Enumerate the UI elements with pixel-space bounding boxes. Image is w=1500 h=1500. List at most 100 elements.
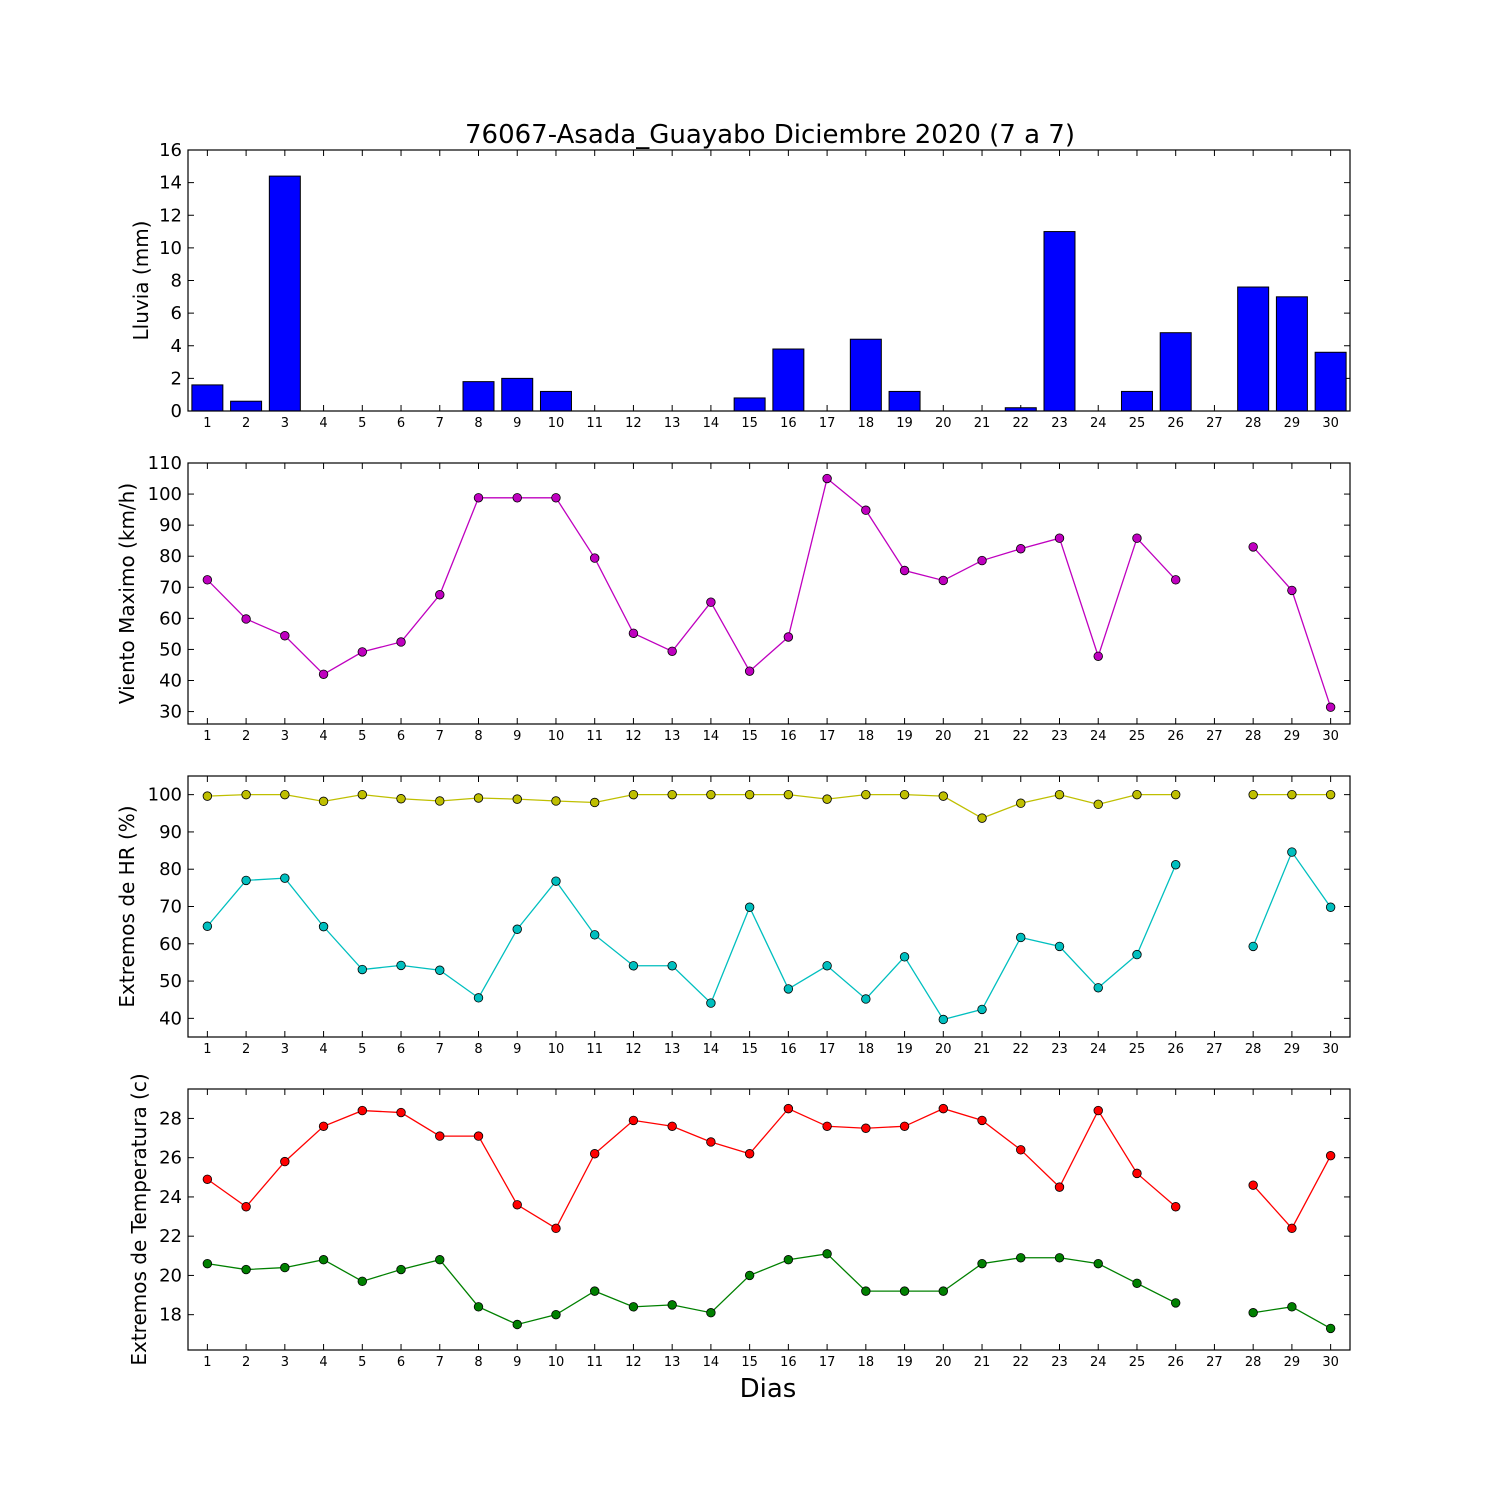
temp-series-1-point — [590, 1286, 600, 1296]
hr-series-1-point — [1170, 860, 1181, 870]
viento-ytick-label: 100 — [148, 484, 182, 505]
viento-xtick-label: 3 — [281, 729, 289, 744]
hr-xtick-label: 5 — [358, 1042, 366, 1057]
temp-series-1-point — [280, 1262, 290, 1273]
viento-xtick-label: 17 — [819, 729, 836, 744]
hr-series-1-point — [1132, 949, 1142, 960]
temp-ytick-label: 26 — [159, 1148, 182, 1169]
lluvia-bar — [733, 397, 766, 412]
hr-xtick-label: 22 — [1012, 1042, 1029, 1057]
hr-series-1-point — [744, 902, 755, 912]
hr-xtick-label: 18 — [858, 1042, 875, 1057]
lluvia-bar — [1237, 286, 1270, 412]
lluvia-xtick-label: 27 — [1206, 416, 1223, 431]
hr-series-1-point — [899, 952, 910, 962]
lluvia-bar — [1314, 351, 1347, 412]
viento-series-0-point — [590, 553, 600, 563]
temp-series-1-point — [667, 1300, 677, 1310]
viento-xtick-label: 16 — [780, 729, 797, 744]
lluvia-bar — [1120, 390, 1153, 412]
lluvia-xtick-label: 8 — [474, 416, 482, 431]
temp-series-0-point — [280, 1156, 290, 1167]
temp-xtick-label: 23 — [1051, 1355, 1068, 1370]
viento-xtick-label: 20 — [935, 729, 952, 744]
hr-xtick-label: 23 — [1051, 1042, 1068, 1057]
hr-xtick-label: 1 — [203, 1042, 211, 1057]
viento-xtick-label: 7 — [436, 729, 444, 744]
lluvia-xtick-label: 24 — [1090, 416, 1107, 431]
lluvia-bar — [501, 377, 534, 412]
viento-series-0-point — [667, 646, 677, 656]
hr-xtick-label: 9 — [513, 1042, 521, 1057]
hr-series-0-point — [435, 796, 445, 806]
temp-series-0-point — [861, 1123, 871, 1133]
temp-xtick-label: 5 — [358, 1355, 366, 1370]
temp-series-0-point — [667, 1121, 677, 1131]
viento-series-0-point — [628, 628, 639, 638]
hr-series-1-point — [280, 873, 290, 883]
viento-xtick-label: 13 — [664, 729, 681, 744]
temp-series-1-point — [1248, 1308, 1258, 1318]
hr-series-0-point — [1170, 789, 1181, 800]
hr-series-0-point — [1132, 789, 1142, 800]
temp-xtick-label: 17 — [819, 1355, 836, 1370]
temp-xtick-label: 3 — [281, 1355, 289, 1370]
hr-series-0-point — [551, 796, 561, 806]
viento-xtick-label: 30 — [1322, 729, 1339, 744]
hr-series-1-point — [667, 961, 677, 971]
viento-xtick-label: 28 — [1245, 729, 1262, 744]
viento-ytick-label: 50 — [159, 639, 182, 660]
hr-ytick-label: 90 — [159, 822, 182, 843]
lluvia-xtick-label: 29 — [1284, 416, 1301, 431]
hr-ytick-label: 80 — [159, 859, 182, 880]
temp-xtick-label: 16 — [780, 1355, 797, 1370]
lluvia-bar — [888, 390, 921, 412]
temp-series-1-point — [1287, 1302, 1297, 1312]
temp-series-1-point — [899, 1286, 910, 1296]
temp-series-1-point — [241, 1264, 251, 1275]
lluvia-xtick-label: 15 — [741, 416, 758, 431]
temp-series-1-point — [706, 1308, 716, 1318]
lluvia-xtick-label: 10 — [548, 416, 565, 431]
temp-series-0-point — [512, 1200, 522, 1210]
viento-xtick-label: 12 — [625, 729, 642, 744]
lluvia-xtick-label: 19 — [896, 416, 913, 431]
hr-series-0-point — [977, 813, 987, 823]
viento-xtick-label: 5 — [358, 729, 366, 744]
temp-series-1-line — [207, 1253, 1176, 1326]
temp-xtick-label: 25 — [1129, 1355, 1146, 1370]
hr-series-1-point — [590, 930, 600, 940]
lluvia-xtick-label: 12 — [625, 416, 642, 431]
hr-ytick-label: 50 — [159, 971, 182, 992]
hr-series-1-point — [318, 921, 329, 932]
viento-series-0-point — [861, 505, 871, 515]
hr-series-0-point — [318, 796, 329, 807]
lluvia-xtick-label: 7 — [436, 416, 444, 431]
lluvia-xtick-label: 9 — [513, 416, 521, 431]
lluvia-xtick-label: 23 — [1051, 416, 1068, 431]
temp-series-1-point — [861, 1286, 871, 1296]
viento-xtick-label: 2 — [242, 729, 250, 744]
temp-series-1-point — [1132, 1278, 1142, 1288]
temp-series-0-point — [1325, 1151, 1336, 1161]
viento-series-0-point — [1132, 533, 1142, 543]
viento-ytick-label: 110 — [148, 453, 182, 474]
temp-series-1-point — [1170, 1298, 1181, 1308]
temp-xtick-label: 12 — [625, 1355, 642, 1370]
hr-xtick-label: 8 — [474, 1042, 482, 1057]
hr-series-1-point — [1016, 932, 1026, 943]
lluvia-xtick-label: 1 — [203, 416, 211, 431]
hr-series-1-line — [206, 864, 1177, 1021]
hr-series-0-point — [628, 789, 639, 800]
lluvia-axes-frame — [187, 149, 1351, 412]
hr-ytick-label: 70 — [159, 897, 182, 918]
viento-ylabel: Viento Maximo (km/h) — [115, 483, 139, 704]
lluvia-xtick-label: 6 — [397, 416, 405, 431]
hr-xtick-label: 27 — [1206, 1042, 1223, 1057]
lluvia-ytick-label: 10 — [159, 238, 182, 259]
lluvia-ytick-label: 12 — [159, 205, 182, 226]
hr-series-1-point — [706, 998, 716, 1008]
temp-series-0-point — [1170, 1202, 1181, 1212]
temp-xtick-label: 30 — [1322, 1355, 1339, 1370]
